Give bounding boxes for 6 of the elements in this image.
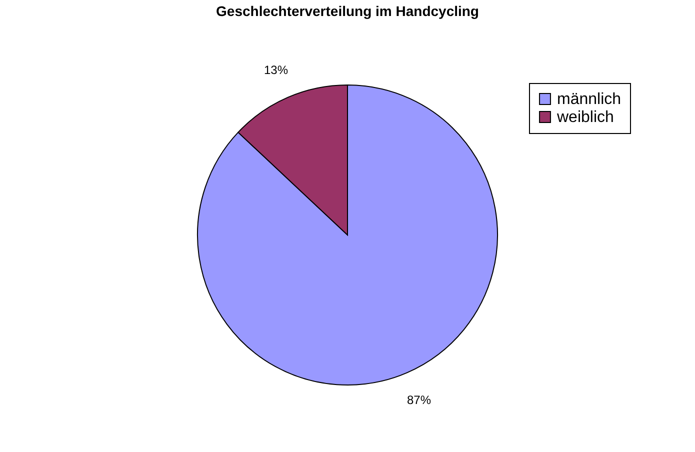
legend-label: weiblich — [556, 109, 614, 126]
chart-title: Geschlechterverteilung im Handcycling — [216, 3, 479, 19]
data-label: 13% — [264, 62, 288, 77]
data-label: 87% — [406, 393, 432, 408]
pie-slice — [197, 84, 498, 386]
legend-label: männlich — [557, 91, 622, 108]
